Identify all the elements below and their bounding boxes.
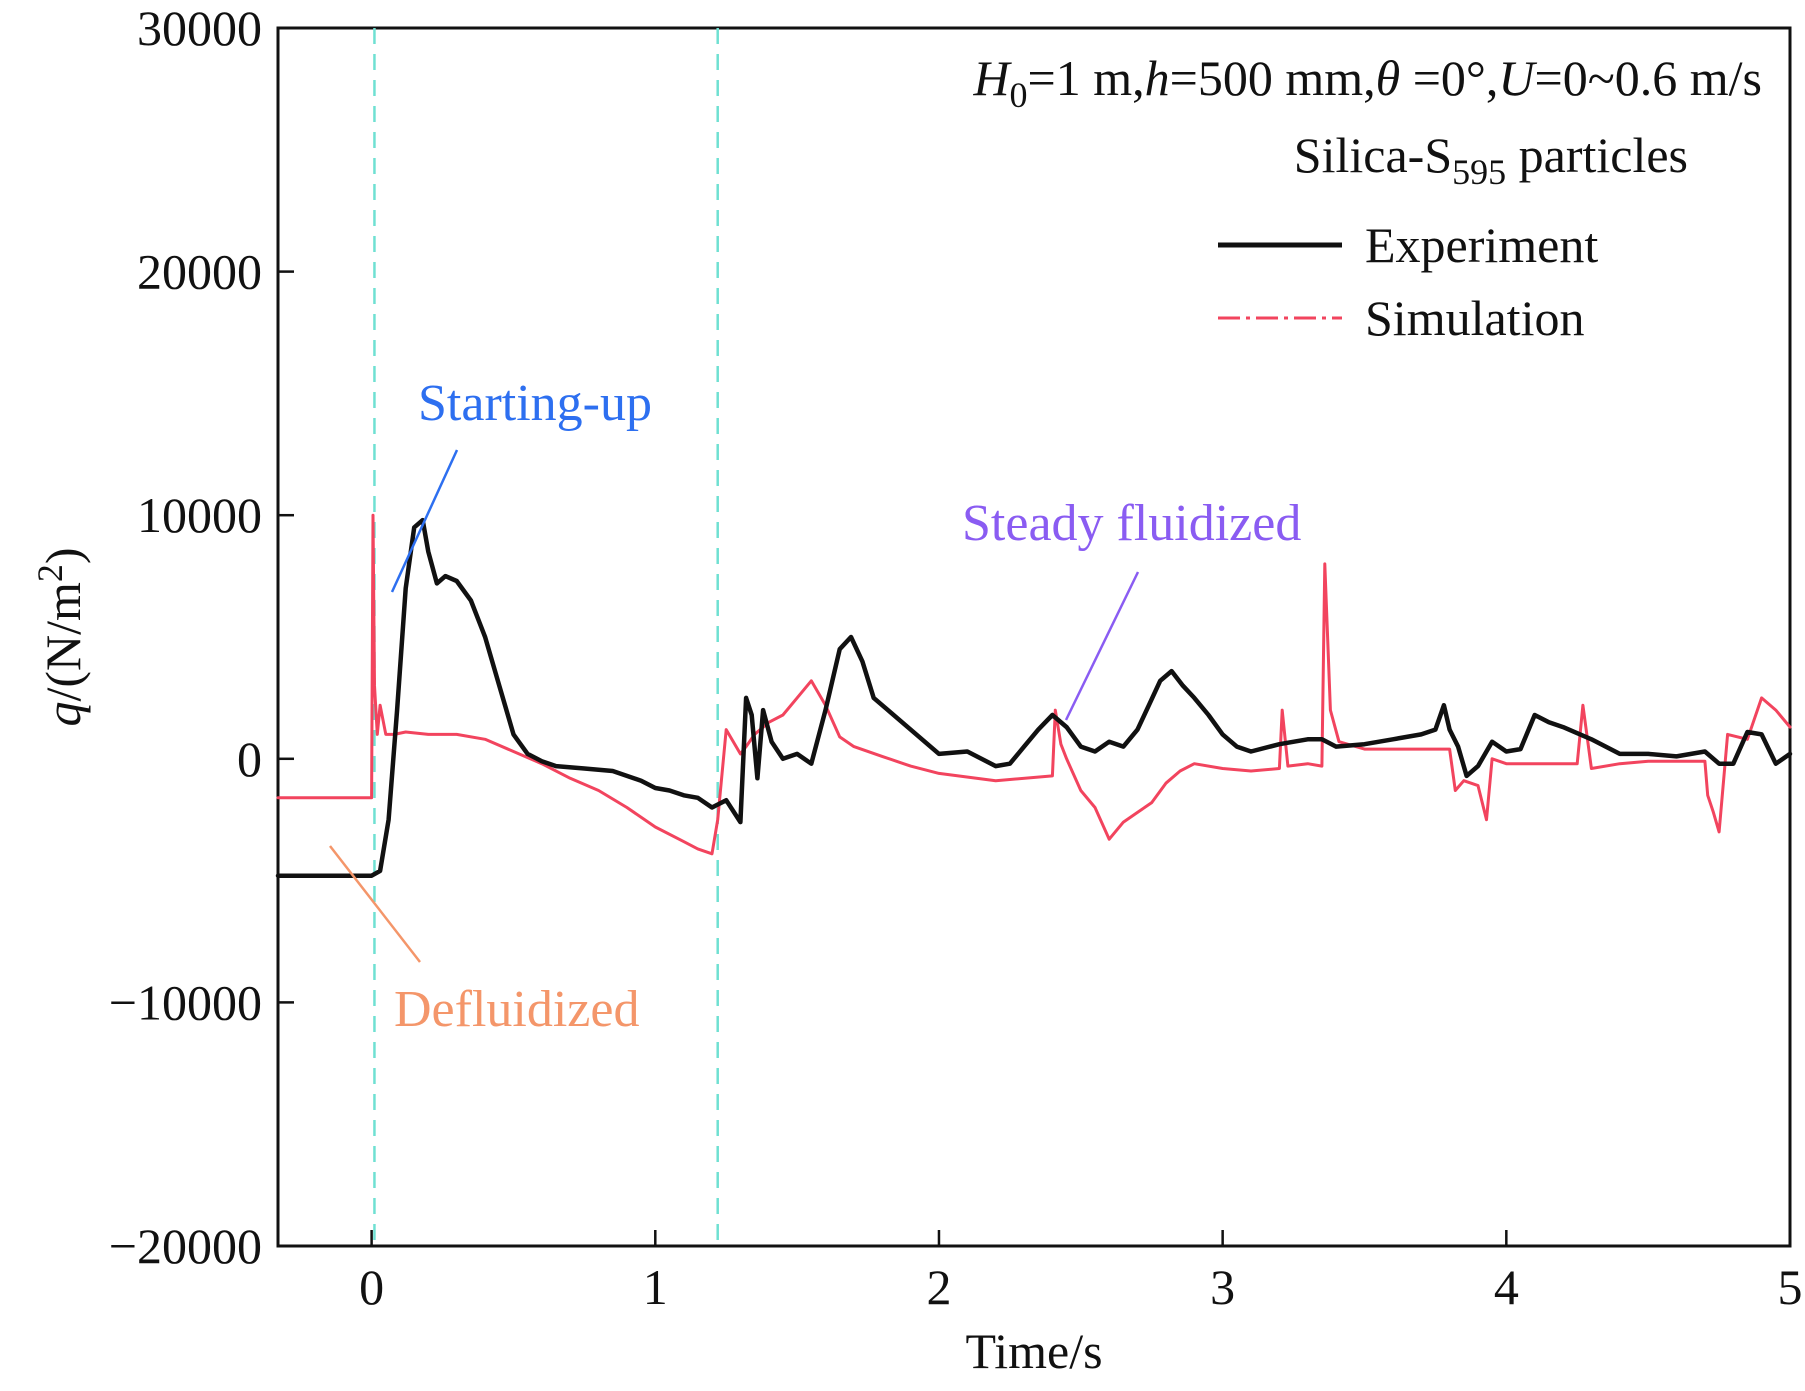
annotation-starting-up-pointer [390, 449, 459, 593]
legend-label-simulation: Simulation [1365, 290, 1584, 346]
x-tick-label-2: 2 [926, 1259, 951, 1315]
annotation-defluidized-pointer [329, 845, 421, 963]
y-tick-label-1: −10000 [109, 974, 262, 1030]
annotation-defluidized-text: Defluidized [394, 981, 639, 1038]
x-tick-label-5: 5 [1778, 1259, 1803, 1315]
plot-frame [276, 26, 1792, 1248]
x-tick-label-3: 3 [1210, 1259, 1235, 1315]
series-layer [275, 513, 1793, 878]
legend-label-experiment: Experiment [1365, 217, 1598, 273]
annotation-steady-fluidized-pointer [1064, 571, 1140, 721]
y-tick-label-3: 10000 [137, 487, 262, 543]
y-tick-label-2: 0 [237, 731, 262, 787]
y-axis-unit-close: ) [35, 547, 91, 564]
tick-labels: 0 1 2 3 4 5 −20000 −10000 0 10000 20000 30000 [109, 0, 1803, 1315]
particles-line: Silica-S595 particles [1294, 127, 1688, 192]
annotation-starting-up: Starting-up [390, 375, 652, 593]
x-axis-title: Time/s [965, 1323, 1102, 1379]
phase-lines [373, 28, 719, 1246]
y-axis-unit-sup: 2 [30, 564, 70, 582]
ticks [278, 26, 1792, 1248]
y-tick-label-4: 20000 [137, 244, 262, 300]
annotation-starting-up-text: Starting-up [418, 375, 652, 432]
y-axis-title: q/(N/m2) [30, 547, 91, 726]
series-line-experiment [275, 517, 1793, 878]
series-line-simulation [276, 513, 1792, 856]
legend: Experiment Simulation [1218, 217, 1598, 346]
x-tick-label-1: 1 [643, 1259, 668, 1315]
annotation-steady-fluidized-text: Steady fluidized [962, 495, 1301, 552]
conditions-line: H0=1 m,h=500 mm,θ =0°,U=0~0.6 m/s [972, 50, 1762, 115]
y-axis-unit: /(N/m [35, 582, 91, 702]
x-tick-label-4: 4 [1494, 1259, 1519, 1315]
y-tick-label-0: −20000 [109, 1218, 262, 1274]
x-tick-label-0: 0 [359, 1259, 384, 1315]
y-tick-label-5: 30000 [137, 0, 262, 56]
annotation-defluidized: Defluidized [329, 845, 639, 1038]
annotation-steady-fluidized: Steady fluidized [962, 495, 1301, 721]
y-axis-symbol: q [35, 702, 91, 727]
